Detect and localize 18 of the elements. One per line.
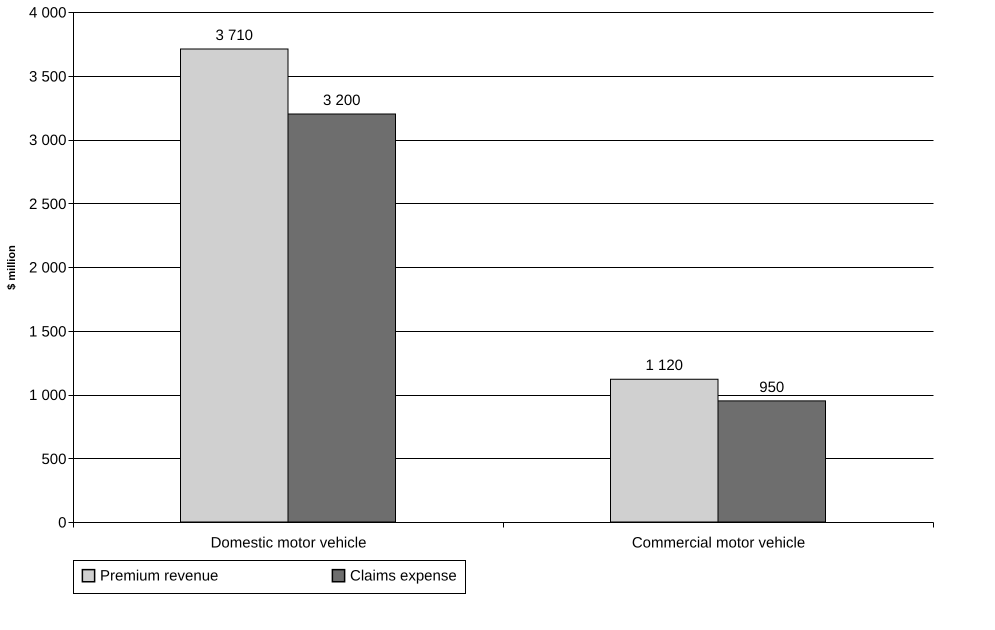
legend-label: Claims expense xyxy=(350,568,457,585)
y-tick-label: 4 000 xyxy=(28,4,66,22)
legend-label: Premium revenue xyxy=(100,568,218,585)
y-tick-label: 2 000 xyxy=(28,260,66,276)
y-tick-label: 1 500 xyxy=(28,323,66,340)
y-tick-label: 0 xyxy=(58,514,66,532)
y-tick-label: 1 000 xyxy=(28,387,66,404)
x-tick-label: Commercial motor vehicle xyxy=(632,534,806,552)
y-tick-label: 3 500 xyxy=(28,68,66,86)
y-tick-label: 500 xyxy=(41,450,66,468)
data-label: 3 710 xyxy=(215,26,254,44)
data-label: 1 120 xyxy=(645,357,684,374)
y-tick-label: 2 500 xyxy=(28,196,66,213)
data-label: 3 200 xyxy=(322,92,361,109)
y-axis-title: $ million xyxy=(6,244,18,290)
x-tick-label: Domestic motor vehicle xyxy=(210,534,366,552)
y-tick-label: 3 000 xyxy=(28,132,66,149)
data-label: 950 xyxy=(759,378,784,396)
